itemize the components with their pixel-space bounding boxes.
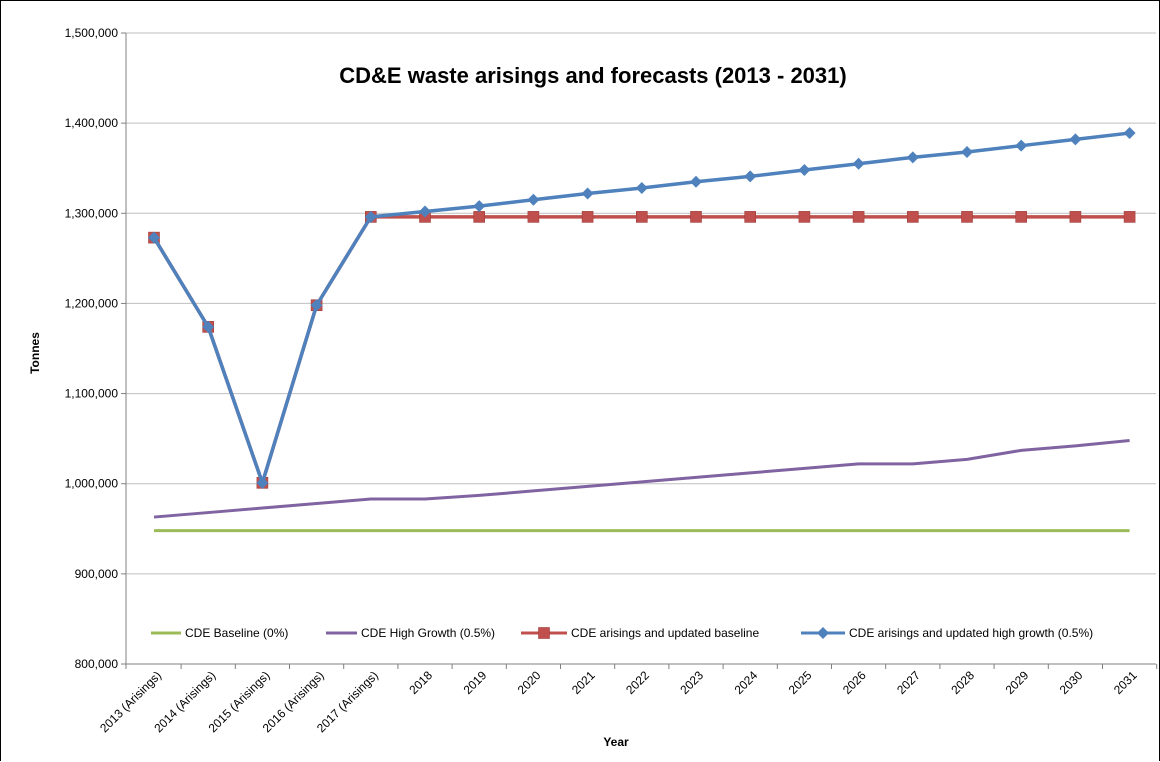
legend-label: CDE arisings and updated baseline xyxy=(571,626,759,640)
data-point xyxy=(798,211,811,223)
data-point xyxy=(581,187,594,200)
x-tick-label: 2025 xyxy=(786,668,815,697)
x-tick-label: 2020 xyxy=(515,668,544,697)
legend-item: CDE Baseline (0%) xyxy=(151,626,288,640)
series-4 xyxy=(148,127,1136,489)
y-tick-label: 800,000 xyxy=(75,657,119,671)
data-point xyxy=(1123,127,1136,140)
legend-label: CDE High Growth (0.5%) xyxy=(361,626,495,640)
x-tick-label: 2031 xyxy=(1111,668,1140,697)
data-point xyxy=(527,211,540,223)
data-point xyxy=(473,211,486,223)
legend-item: CDE arisings and updated high growth (0.… xyxy=(801,626,1093,640)
data-point xyxy=(1123,211,1136,223)
data-point xyxy=(1069,133,1082,146)
series-line xyxy=(153,438,1130,519)
y-tick-label: 1,300,000 xyxy=(65,206,119,220)
data-point xyxy=(256,476,269,489)
data-point xyxy=(635,211,648,223)
data-point xyxy=(690,175,702,188)
x-tick-labels: 2013 (Arisings)2014 (Arisings)2015 (Aris… xyxy=(97,668,1140,735)
y-tick-label: 1,000,000 xyxy=(65,477,119,491)
data-point xyxy=(148,231,160,244)
data-point xyxy=(527,193,540,206)
data-point xyxy=(817,627,829,639)
y-tick-label: 900,000 xyxy=(75,567,119,581)
data-point xyxy=(1069,211,1082,223)
series-2 xyxy=(153,438,1130,519)
series-3 xyxy=(148,211,1136,489)
series-line xyxy=(152,215,1130,485)
data-point xyxy=(906,151,919,164)
gridlines xyxy=(126,32,1156,575)
y-tick-label: 1,200,000 xyxy=(65,296,119,310)
data-point xyxy=(635,182,648,195)
x-tick-label: 2022 xyxy=(623,668,652,697)
data-point xyxy=(581,211,594,223)
x-tick-label: 2018 xyxy=(406,668,435,697)
x-tick-label: 2021 xyxy=(569,668,598,697)
data-point xyxy=(690,211,702,223)
y-tick-label: 1,500,000 xyxy=(65,26,119,40)
x-tick-label: 2026 xyxy=(840,668,869,697)
data-point xyxy=(798,164,811,177)
series xyxy=(148,127,1136,533)
y-axis-title: Tonnes xyxy=(28,332,42,374)
x-tick-label: 2027 xyxy=(894,668,923,697)
legend-label: CDE arisings and updated high growth (0.… xyxy=(849,626,1093,640)
data-point xyxy=(473,200,486,213)
y-tick-label: 1,100,000 xyxy=(65,387,119,401)
x-tick-label: 2023 xyxy=(677,668,706,697)
legend-label: CDE Baseline (0%) xyxy=(185,626,288,640)
data-point xyxy=(906,211,919,223)
y-tick-labels: 800,000 900,000 1,000,000 1,100,000 1,200,00… xyxy=(65,26,119,671)
x-tick-label: 2030 xyxy=(1057,668,1086,697)
data-point xyxy=(1015,139,1028,152)
data-point xyxy=(852,157,865,170)
data-point xyxy=(961,211,973,223)
data-point xyxy=(310,299,323,312)
x-tick-label: 2028 xyxy=(948,668,977,697)
x-axis-title: Year xyxy=(603,735,629,749)
data-point xyxy=(1015,211,1028,223)
data-point xyxy=(202,320,215,333)
data-point xyxy=(419,205,431,218)
data-point xyxy=(744,170,757,183)
legend: CDE Baseline (0%) CDE High Growth (0.5%) C… xyxy=(151,626,1093,640)
x-tick-label: 2019 xyxy=(461,668,490,697)
data-point xyxy=(961,145,973,158)
data-point xyxy=(538,627,550,639)
x-tick-label: 2024 xyxy=(732,668,761,697)
axes xyxy=(121,32,1158,669)
data-point xyxy=(744,211,757,223)
legend-item: CDE High Growth (0.5%) xyxy=(326,626,495,640)
data-point xyxy=(364,210,377,223)
x-tick-label: 2029 xyxy=(1003,668,1032,697)
legend-item: CDE arisings and updated baseline xyxy=(521,626,759,640)
data-point xyxy=(852,211,865,223)
chart-title: CD&E waste arisings and forecasts (2013 … xyxy=(339,63,846,88)
y-tick-label: 1,400,000 xyxy=(65,116,119,130)
